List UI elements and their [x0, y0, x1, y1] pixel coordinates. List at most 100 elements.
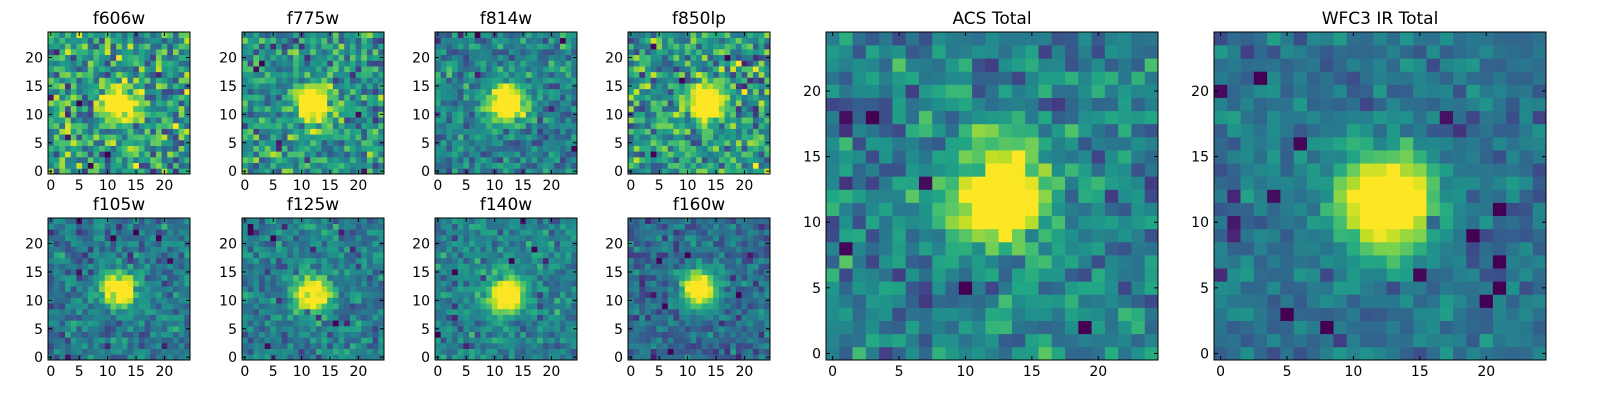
heatmap-cell [554, 240, 561, 247]
heatmap-cell [497, 252, 504, 259]
heatmap-cell [486, 303, 493, 310]
heatmap-cell [116, 348, 123, 355]
heatmap-cell [327, 314, 334, 321]
heatmap-cell [457, 269, 464, 276]
heatmap-cell [127, 223, 134, 230]
heatmap-cell [758, 128, 765, 135]
heatmap-cell [730, 111, 737, 118]
heatmap-cell [758, 111, 765, 118]
heatmap-cell [679, 128, 686, 135]
heatmap-cell [349, 263, 356, 270]
heatmap-cell [747, 71, 754, 78]
heatmap-cell [707, 139, 714, 146]
heatmap-cell [93, 168, 100, 175]
heatmap-cell [758, 77, 765, 84]
heatmap-cell [247, 105, 254, 112]
heatmap-cell [161, 37, 168, 44]
heatmap-cell [497, 117, 504, 124]
heatmap-cell [718, 49, 725, 56]
heatmap-cell [741, 314, 748, 321]
heatmap-cell [514, 71, 521, 78]
heatmap-cell [531, 291, 538, 298]
heatmap-cell [361, 139, 368, 146]
heatmap-cell [144, 223, 151, 230]
heatmap-cell [366, 134, 373, 141]
heatmap-cell [116, 60, 123, 67]
heatmap-cell [93, 246, 100, 253]
heatmap-cell [155, 32, 162, 39]
heatmap-cell [104, 325, 111, 332]
heatmap-cell [104, 60, 111, 67]
heatmap-cell [650, 54, 657, 61]
heatmap-cell [747, 134, 754, 141]
heatmap-cell [138, 320, 145, 327]
heatmap-cell [696, 156, 703, 163]
heatmap-cell [172, 269, 179, 276]
heatmap-cell [293, 49, 300, 56]
heatmap-cell [287, 320, 294, 327]
heatmap-cell [503, 100, 510, 107]
heatmap-cell [503, 331, 510, 338]
heatmap-cell [298, 156, 305, 163]
heatmap-cell [70, 252, 77, 259]
heatmap-cell [480, 320, 487, 327]
heatmap-cell [701, 49, 708, 56]
heatmap-cell [59, 325, 66, 332]
heatmap-cell [758, 88, 765, 95]
heatmap-cell [503, 325, 510, 332]
heatmap-cell [172, 43, 179, 50]
heatmap-cell [133, 122, 140, 129]
heatmap-cell [633, 320, 640, 327]
heatmap-cell [542, 229, 549, 236]
heatmap-cell [293, 263, 300, 270]
heatmap-cell [178, 291, 185, 298]
heatmap-cell [741, 122, 748, 129]
heatmap-cell [435, 303, 442, 310]
heatmap-cell [172, 139, 179, 146]
heatmap-cell [361, 303, 368, 310]
heatmap-cell [338, 168, 345, 175]
heatmap-cell [565, 117, 572, 124]
heatmap-cell [82, 337, 89, 344]
heatmap-cell [474, 88, 481, 95]
heatmap-cell [178, 218, 185, 225]
heatmap-cell [276, 342, 283, 349]
heatmap-cell [82, 60, 89, 67]
heatmap-cell [480, 128, 487, 135]
heatmap-cell [503, 162, 510, 169]
heatmap-cell [349, 252, 356, 259]
heatmap-cell [548, 229, 555, 236]
heatmap-cell [571, 43, 578, 50]
heatmap-cell [525, 337, 532, 344]
heatmap-cell [281, 117, 288, 124]
heatmap-cell [87, 325, 94, 332]
heatmap-cell [684, 111, 691, 118]
heatmap-cell [76, 303, 83, 310]
heatmap-cell [452, 320, 459, 327]
heatmap-cell [70, 354, 77, 361]
heatmap-cell [138, 337, 145, 344]
heatmap-cell [435, 162, 442, 169]
heatmap-cell [287, 308, 294, 315]
heatmap-cell [366, 218, 373, 225]
heatmap-cell [372, 308, 379, 315]
heatmap-cell [99, 77, 106, 84]
heatmap-cell [752, 105, 759, 112]
heatmap-cell [514, 122, 521, 129]
heatmap-cell [446, 83, 453, 90]
heatmap-cell [315, 314, 322, 321]
heatmap-cell [253, 117, 260, 124]
heatmap-cell [486, 314, 493, 321]
heatmap-cell [298, 100, 305, 107]
heatmap-cell [372, 156, 379, 163]
heatmap-cell [338, 88, 345, 95]
heatmap-cell [104, 94, 111, 101]
heatmap-cell [99, 168, 106, 175]
heatmap-cell [82, 257, 89, 264]
heatmap-cell [242, 105, 249, 112]
heatmap-cell [327, 60, 334, 67]
heatmap-cell [76, 229, 83, 236]
heatmap-cell [82, 223, 89, 230]
heatmap-cell [554, 151, 561, 158]
heatmap-cell [247, 122, 254, 129]
